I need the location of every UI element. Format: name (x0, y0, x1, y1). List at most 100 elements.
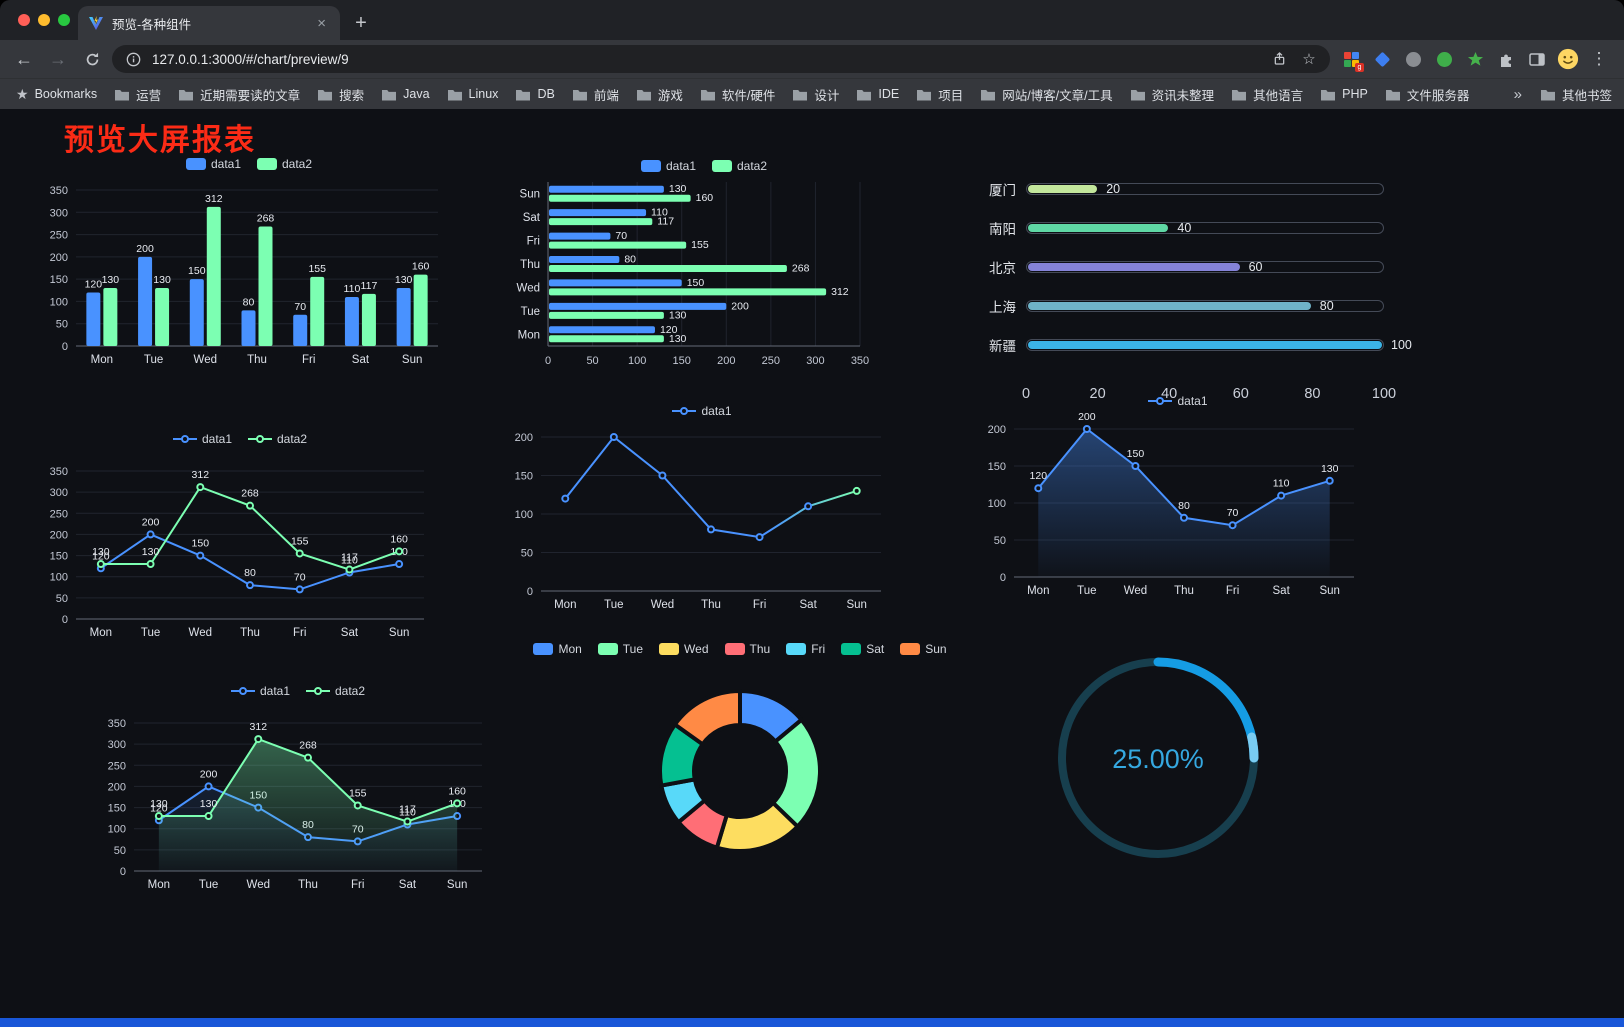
address-bar[interactable]: 127.0.0.1:3000/#/chart/preview/9 ☆ (112, 45, 1330, 73)
svg-text:50: 50 (994, 535, 1006, 547)
extension-gray-icon[interactable] (1402, 48, 1424, 70)
chart-legend[interactable]: data1 data2 (640, 156, 767, 176)
svg-text:150: 150 (687, 277, 705, 289)
capsule-category-label: 厦门 (989, 183, 1016, 198)
horizontal-bar-chart[interactable]: data1 data2 0 50 100 150 200 250 300 350 Sun 130 160… (502, 156, 906, 376)
extension-grid-icon[interactable]: g (1340, 48, 1364, 72)
profile-avatar[interactable] (1557, 48, 1579, 70)
svg-text:Sun: Sun (447, 879, 467, 891)
chart-legend[interactable]: Mon Tue Wed Thu Fri Sat Sun (533, 639, 947, 659)
donut-chart[interactable]: Mon Tue Wed Thu Fri Sat Sun (533, 639, 947, 881)
bookmarks-root-item[interactable]: ★ Bookmarks (16, 86, 97, 103)
capsule-axis-tick: 60 (1232, 386, 1249, 402)
grouped-bar-chart[interactable]: data1 data2 0 50 100 150 200 250 300 350 Mon Tue Wed… (28, 154, 470, 374)
folder-icon (857, 89, 872, 100)
maximize-window-button[interactable] (58, 14, 70, 26)
other-bookmarks-folder[interactable]: 其他书签 (1540, 85, 1612, 104)
svg-text:100: 100 (108, 824, 126, 836)
line-chart-gradient[interactable]: data1 0 50 100 150 200 Mon Tue Wed Thu Fri Sat Sun (497, 401, 907, 621)
svg-text:268: 268 (257, 213, 275, 225)
url-text[interactable]: 127.0.0.1:3000/#/chart/preview/9 (152, 51, 349, 67)
bookmark-folder[interactable]: Java (381, 87, 430, 101)
chart-legend[interactable]: data1 (672, 401, 732, 421)
new-tab-button[interactable]: + (355, 11, 367, 34)
line-chart-two-series[interactable]: data1 data2 0 50 100 150 200 250 300 350 Mon Tue Wed… (28, 429, 452, 649)
folder-icon (115, 89, 130, 100)
progress-ring-chart[interactable]: 25.00% (1022, 641, 1294, 881)
extensions-puzzle-icon[interactable] (1495, 48, 1517, 70)
reload-button[interactable] (78, 45, 106, 73)
area-line-chart[interactable]: data1 0 50 100 150 200 Mon Tue Wed Thu Fri Sat Sun 12… (972, 391, 1384, 605)
chart-legend[interactable]: data1 data2 (172, 429, 307, 449)
bookmark-folder[interactable]: 其他语言 (1231, 85, 1303, 104)
capsule-axis-tick: 100 (1371, 386, 1397, 402)
bookmark-folder[interactable]: Linux (447, 87, 498, 101)
tab-close-icon[interactable]: × (317, 14, 326, 32)
chart-legend[interactable]: data1 data2 (230, 681, 365, 701)
bookmark-folder-label: 资讯未整理 (1151, 88, 1215, 103)
bookmarks-root-label: Bookmarks (34, 87, 98, 101)
svg-text:50: 50 (56, 319, 68, 331)
bookmark-folder[interactable]: 文件服务器 (1385, 85, 1469, 104)
bookmark-folder[interactable]: DB (515, 87, 555, 101)
back-button[interactable]: ← (15, 48, 33, 69)
capsule-row: 厦门 20 (972, 179, 1384, 198)
svg-text:Fri: Fri (527, 236, 540, 248)
svg-text:Thu: Thu (247, 354, 267, 366)
svg-text:0: 0 (545, 355, 551, 367)
forward-button[interactable]: → (49, 48, 67, 69)
bookmark-folder[interactable]: PHP (1320, 87, 1368, 101)
bookmark-folder-label: 软件/硬件 (721, 88, 776, 103)
bookmark-folder-label: 前端 (593, 88, 619, 103)
bookmark-folder[interactable]: 设计 (792, 85, 839, 104)
bookmark-folder[interactable]: 搜索 (317, 85, 364, 104)
capsule-category-label: 南阳 (989, 222, 1016, 237)
capsule-bar-chart[interactable]: 厦门 20 南阳 40 北京 60 上海 80 新疆 100 0 20 40 60 80 100 (972, 161, 1412, 411)
bookmark-folder[interactable]: 资讯未整理 (1130, 85, 1215, 104)
svg-text:70: 70 (294, 301, 306, 313)
svg-text:200: 200 (50, 529, 68, 541)
svg-text:150: 150 (1127, 448, 1145, 460)
site-info-icon[interactable] (122, 48, 144, 70)
svg-text:350: 350 (50, 185, 68, 197)
bookmark-folder-label: 运营 (136, 88, 162, 103)
area-line-chart-two-series[interactable]: data1 data2 0 50 100 150 200 250 300 350 Mon Tue Wed… (86, 681, 510, 901)
svg-text:0: 0 (527, 586, 533, 598)
extension-star-icon[interactable] (1464, 48, 1486, 70)
side-panel-icon[interactable] (1526, 48, 1548, 70)
minimize-window-button[interactable] (38, 14, 50, 26)
svg-text:Sat: Sat (800, 599, 818, 611)
extension-blue-icon[interactable] (1371, 48, 1393, 70)
svg-text:Thu: Thu (240, 627, 260, 639)
browser-menu-icon[interactable]: ⋮ (1590, 49, 1608, 68)
svg-text:312: 312 (250, 721, 268, 733)
browser-tab[interactable]: 预览-各种组件 × (78, 6, 340, 40)
bookmark-folder[interactable]: 运营 (114, 85, 161, 104)
svg-text:Tue: Tue (141, 627, 160, 639)
svg-text:Thu: Thu (520, 259, 540, 271)
svg-text:120: 120 (85, 279, 103, 291)
bookmark-folder[interactable]: IDE (856, 87, 899, 101)
svg-text:120: 120 (150, 802, 168, 814)
bookmark-folder[interactable]: 网站/博客/文章/工具 (980, 85, 1113, 104)
chart-legend[interactable]: data1 data2 (185, 154, 312, 174)
close-window-button[interactable] (18, 14, 30, 26)
capsule-axis-tick: 20 (1089, 386, 1106, 402)
svg-text:Fri: Fri (302, 354, 315, 366)
share-icon[interactable] (1268, 48, 1290, 70)
svg-text:160: 160 (448, 785, 466, 797)
bookmarks-overflow-chevron[interactable]: » (1513, 85, 1522, 103)
bookmark-folder[interactable]: 游戏 (636, 85, 683, 104)
bookmark-folder[interactable]: 项目 (916, 85, 963, 104)
extension-green-icon[interactable] (1433, 48, 1455, 70)
capsule-fill (1028, 263, 1240, 271)
svg-text:350: 350 (108, 718, 126, 730)
svg-text:155: 155 (349, 787, 367, 799)
chart-legend[interactable]: data1 (1148, 391, 1208, 411)
bookmark-folder[interactable]: 软件/硬件 (700, 85, 775, 104)
capsule-axis-tick: 40 (1161, 386, 1178, 402)
svg-text:150: 150 (673, 355, 691, 367)
bookmark-folder[interactable]: 近期需要读的文章 (178, 85, 300, 104)
bookmark-folder[interactable]: 前端 (572, 85, 619, 104)
bookmark-star-icon[interactable]: ☆ (1302, 51, 1316, 68)
